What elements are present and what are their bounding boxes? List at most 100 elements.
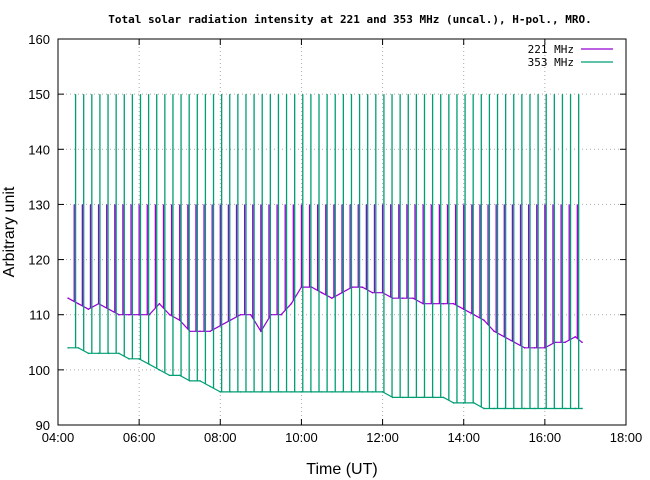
data-point <box>260 391 262 393</box>
data-point <box>87 352 90 355</box>
data-point <box>239 313 242 316</box>
data-point <box>371 391 374 393</box>
x-axis-label: Time (UT) <box>306 461 377 478</box>
data-point <box>138 358 140 360</box>
data-point <box>87 308 90 311</box>
data-point <box>341 391 343 393</box>
data-point <box>107 352 110 355</box>
data-point <box>391 396 394 399</box>
data-point <box>178 374 181 377</box>
data-point <box>402 297 404 299</box>
data-point <box>361 391 364 393</box>
data-point <box>544 407 546 410</box>
chart-title: Total solar radiation intensity at 221 a… <box>108 13 591 26</box>
series-line-353 <box>68 347 582 410</box>
data-point <box>331 391 333 393</box>
data-point <box>452 302 455 305</box>
data-point <box>503 407 506 410</box>
data-point <box>290 391 293 393</box>
data-point <box>219 391 222 393</box>
data-point <box>442 396 445 399</box>
x-tick-label: 10:00 <box>285 430 318 445</box>
data-point <box>564 341 566 344</box>
y-axis: 90 100 110 120 130 140 150 160 <box>28 32 626 433</box>
data-point <box>432 396 435 399</box>
x-tick-label: 04:00 <box>42 430 75 445</box>
data-point <box>229 391 232 393</box>
data-point <box>523 347 526 349</box>
data-point <box>483 319 485 322</box>
data-point <box>77 347 80 349</box>
y-tick-label: 140 <box>28 142 50 157</box>
data-point <box>118 313 120 316</box>
data-point <box>533 407 536 410</box>
data-point <box>503 335 506 338</box>
data-point <box>564 407 566 410</box>
data-point <box>422 396 424 399</box>
data-point <box>462 308 465 311</box>
data-point <box>320 391 323 393</box>
data-point <box>290 302 293 305</box>
data-point <box>554 407 556 410</box>
data-point <box>300 286 303 288</box>
data-point <box>402 396 404 399</box>
data-point <box>178 319 181 322</box>
y-axis-label: Arbitrary unit <box>1 186 18 277</box>
y-tick-label: 110 <box>29 308 50 323</box>
y-tick-label: 100 <box>28 363 50 378</box>
data-point <box>361 286 364 288</box>
data-point <box>260 330 262 333</box>
data-point <box>128 313 130 316</box>
data-point <box>581 341 583 344</box>
y-tick-label: 160 <box>28 32 50 47</box>
y-tick-label: 130 <box>28 197 50 212</box>
data-point <box>97 352 100 355</box>
data-point <box>138 313 140 316</box>
data-point <box>209 330 211 333</box>
data-point <box>341 291 343 294</box>
data-point <box>442 302 445 305</box>
data-point <box>249 391 252 393</box>
data-point <box>77 302 80 305</box>
data-point <box>351 391 353 393</box>
data-point <box>219 324 222 327</box>
data-point <box>412 396 414 399</box>
data-point <box>581 407 583 410</box>
data-point <box>371 291 374 294</box>
data-point <box>209 385 211 388</box>
y-tick-label: 150 <box>28 87 50 102</box>
data-point <box>452 402 455 404</box>
data-point <box>158 302 161 305</box>
data-point <box>148 363 151 366</box>
x-tick-label: 06:00 <box>123 430 156 445</box>
data-point <box>412 297 414 299</box>
data-point <box>310 391 313 393</box>
legend-label: 221 MHz <box>528 43 574 56</box>
data-point <box>239 391 242 393</box>
data-point <box>118 352 120 355</box>
data-point <box>493 330 495 333</box>
y-tick-label: 90 <box>36 418 50 433</box>
data-point <box>523 407 526 410</box>
data-point <box>381 391 384 393</box>
data-point <box>158 369 161 371</box>
data-point <box>168 374 171 377</box>
data-point <box>280 391 282 393</box>
data-point <box>473 402 475 404</box>
data-point <box>513 407 516 410</box>
data-point <box>67 297 69 299</box>
data-point <box>493 407 495 410</box>
data-point <box>199 380 201 382</box>
series-layer <box>67 94 583 410</box>
data-point <box>168 313 171 316</box>
x-tick-label: 08:00 <box>204 430 237 445</box>
x-axis: 04:00 06:00 08:00 10:00 12:00 14:00 16:00 18:00 <box>42 39 642 445</box>
x-tick-label: 16:00 <box>529 430 562 445</box>
data-point <box>483 407 485 410</box>
data-point <box>249 313 252 316</box>
data-point <box>280 313 282 316</box>
data-point <box>574 335 577 338</box>
data-point <box>270 391 272 393</box>
data-point <box>199 330 201 333</box>
